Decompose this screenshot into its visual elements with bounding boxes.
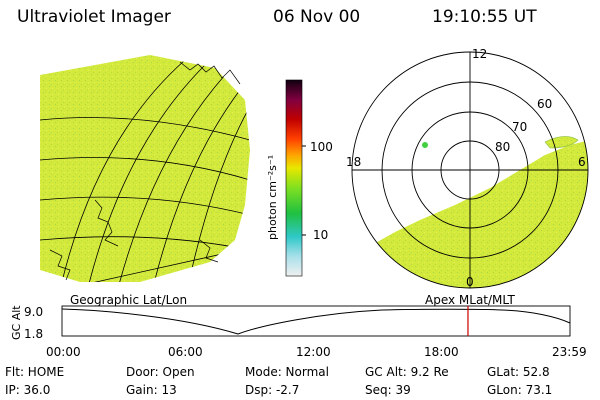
geographic-coords-label: Geographic Lat/Lon: [70, 293, 188, 307]
uv-emission-region: [40, 55, 250, 282]
info-flight: Flt: HOME: [5, 365, 65, 379]
lat-lon-grid: [40, 59, 250, 282]
colorbar-tick-10: 10: [313, 228, 329, 242]
mlt-label-18: 18: [346, 155, 362, 169]
info-ip: IP: 36.0: [5, 383, 51, 397]
instrument-title: Ultraviolet Imager: [17, 7, 171, 27]
mlt-label-6: 6: [578, 155, 586, 169]
altitude-y-top: 9.0: [24, 305, 44, 319]
altitude-axis-title: GC Alt: [10, 305, 23, 340]
altitude-plot: [61, 305, 571, 337]
info-door: Door: Open: [126, 365, 195, 379]
time-tick-2359: 23:59: [552, 345, 587, 359]
altitude-curve: [61, 308, 571, 335]
mlt-label-0: 0: [466, 275, 474, 289]
lat-label-60: 60: [537, 97, 553, 111]
info-gc-alt: GC Alt: 9.2 Re: [365, 365, 449, 379]
info-dsp: Dsp: -2.7: [245, 383, 300, 397]
emission-dot: [422, 142, 428, 148]
apex-coords-label: Apex MLat/MLT: [425, 293, 515, 307]
emission-patch: [544, 136, 579, 149]
time-tick-0000: 00:00: [46, 345, 81, 359]
info-glon: GLon: 73.1: [487, 383, 553, 397]
mlt-label-12: 12: [472, 47, 488, 61]
info-glat: GLat: 52.8: [487, 365, 550, 379]
image-date: 06 Nov 00: [273, 7, 361, 27]
intensity-colorbar: [285, 79, 306, 277]
time-tick-0600: 06:00: [168, 345, 203, 359]
polar-plot: [351, 51, 589, 289]
colorbar-tick-100: 100: [310, 140, 333, 154]
info-seq: Seq: 39: [365, 383, 411, 397]
image-time: 19:10:55 UT: [432, 7, 537, 27]
time-tick-1800: 18:00: [424, 345, 459, 359]
coastline: [49, 61, 241, 281]
geographic-image: [40, 55, 250, 282]
info-gain: Gain: 13: [126, 383, 177, 397]
polar-grid: [351, 51, 589, 289]
lat-label-80: 80: [495, 140, 511, 154]
time-tick-1200: 12:00: [296, 345, 331, 359]
info-mode: Mode: Normal: [245, 365, 329, 379]
lat-label-70: 70: [512, 120, 528, 134]
altitude-y-bottom: 1.8: [24, 327, 44, 341]
